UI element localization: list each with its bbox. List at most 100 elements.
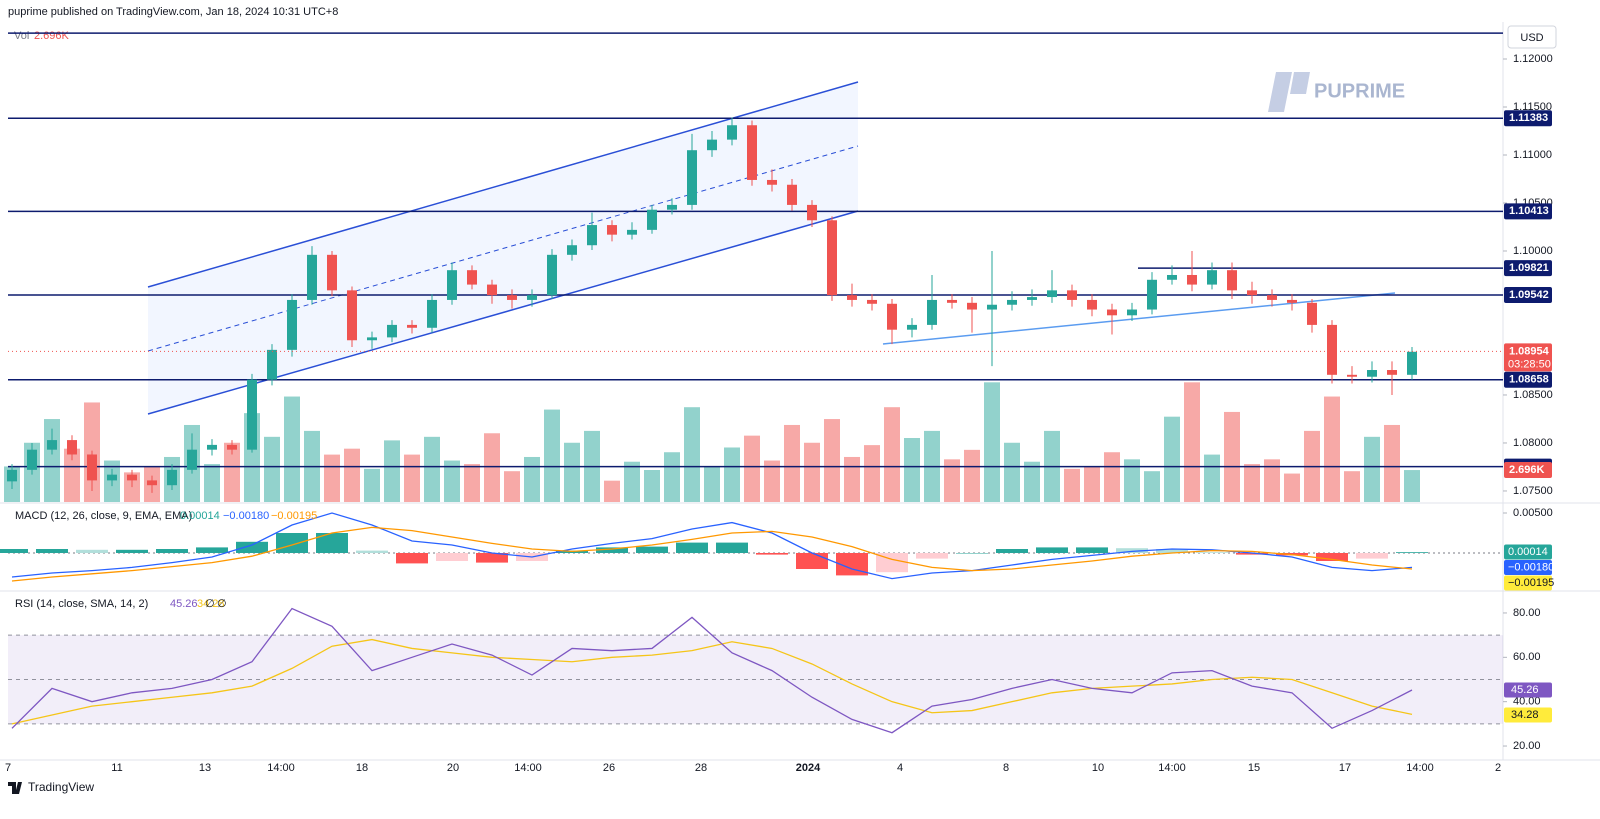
candle-body [487, 284, 497, 296]
candle-body [107, 474, 117, 481]
x-tick-label: 2 [1495, 762, 1501, 774]
candle-body [567, 245, 577, 255]
volume-bar [1024, 461, 1040, 502]
volume-bar [1164, 416, 1180, 502]
candle-body [87, 454, 97, 481]
level-label: 1.09542 [1509, 289, 1549, 301]
candle-body [627, 229, 637, 235]
level-label: 1.09821 [1509, 262, 1549, 274]
level-label: 1.10413 [1509, 205, 1549, 217]
macd-histogram-bar [876, 553, 908, 573]
candle-body [287, 299, 297, 350]
macd-histogram-bar [1076, 547, 1108, 553]
y-tick-label: 1.10000 [1513, 245, 1553, 257]
candle-body [547, 254, 557, 296]
watermark: PUPRIME [1314, 80, 1405, 102]
volume-bar [344, 448, 360, 502]
macd-line [11, 512, 1413, 580]
volume-bar [504, 471, 520, 502]
volume-bar [1404, 470, 1420, 502]
level-label-box [1504, 203, 1552, 220]
volume-bar [224, 442, 240, 502]
candle-body [1047, 290, 1057, 298]
volume-bar [464, 464, 480, 502]
macd-histogram-bar [276, 533, 308, 553]
candle-body [447, 270, 457, 300]
macd-histogram-bar [196, 547, 228, 553]
volume-bar [204, 464, 220, 502]
macd-histogram-bar [316, 533, 348, 553]
x-tick-label: 14:00 [267, 762, 295, 774]
volume-bar [64, 448, 80, 502]
volume-bar [1324, 396, 1340, 502]
volume-bar [824, 419, 840, 502]
x-tick-label: 4 [897, 762, 903, 774]
y-tick-label: 40.00 [1513, 696, 1541, 708]
volume-bar [984, 382, 1000, 502]
rsi-title: RSI (14, close, SMA, 14, 2) [15, 598, 148, 610]
volume-bar [484, 433, 500, 502]
macd-histogram-bar [1156, 549, 1188, 553]
macd-axis-box [1504, 560, 1552, 575]
volume-bar [404, 454, 420, 502]
macd-legend-value: −0.00180 [223, 510, 269, 522]
trend-line [882, 292, 1396, 345]
candle-body [307, 254, 317, 300]
volume-bar [604, 480, 620, 502]
rsi-sma-line [11, 638, 1413, 725]
candle-body [607, 225, 617, 235]
last-price-label: 1.08954 [1509, 345, 1550, 357]
candle-body [1367, 370, 1377, 377]
volume-bar [1104, 452, 1120, 502]
macd-axis-box [1504, 544, 1552, 560]
volume-label-box [1504, 462, 1552, 479]
candle-body [967, 302, 977, 310]
macd-histogram-bar [76, 549, 108, 553]
macd-histogram-bar [236, 541, 268, 553]
level-label-box [1504, 371, 1552, 388]
candle-body [427, 299, 437, 328]
volume-bar [1364, 436, 1380, 502]
volume-bar [784, 424, 800, 502]
x-tick-label: 14:00 [1158, 762, 1186, 774]
y-tick-label: 0.00500 [1513, 507, 1553, 519]
currency-box[interactable] [1507, 25, 1557, 49]
macd-axis-label: −0.00180 [1508, 561, 1554, 573]
macd-histogram-bar [676, 542, 708, 553]
macd-histogram-bar [476, 553, 508, 563]
macd-histogram-bar [1036, 547, 1068, 553]
volume-bar [664, 452, 680, 502]
countdown: 03:28:50 [1508, 358, 1551, 370]
macd-histogram-bar [116, 549, 148, 553]
volume-bar [1144, 471, 1160, 502]
candle-body [27, 449, 37, 470]
candle-body [7, 469, 17, 482]
candle-body [1067, 290, 1077, 300]
candle-body [347, 290, 357, 341]
volume-bar [624, 461, 640, 502]
level-label: 1.11383 [1509, 112, 1548, 124]
candle-body [1207, 270, 1217, 285]
candle-body [1087, 299, 1097, 310]
x-tick-label: 18 [356, 762, 368, 774]
candle-body [1167, 274, 1177, 280]
volume-bar [544, 409, 560, 502]
footer: TradingView [28, 780, 94, 794]
rsi-axis-label: 45.26 [1511, 684, 1539, 696]
rsi-axis-box [1504, 707, 1552, 723]
macd-histogram-bar [356, 550, 388, 553]
candle-body [1247, 290, 1257, 296]
macd-histogram-bar [836, 553, 868, 576]
volume-bar [1184, 382, 1200, 502]
x-tick-label: 2024 [796, 762, 821, 774]
macd-histogram-bar [956, 553, 988, 554]
y-tick-label: 1.12000 [1513, 53, 1553, 65]
x-tick-label: 20 [447, 762, 459, 774]
volume-bar [1084, 466, 1100, 502]
candle-body [987, 304, 997, 310]
macd-axis-label: 0.00014 [1508, 546, 1548, 558]
candle-body [1387, 370, 1397, 375]
level-label: 1.08658 [1509, 374, 1549, 386]
candle-body [747, 125, 757, 180]
